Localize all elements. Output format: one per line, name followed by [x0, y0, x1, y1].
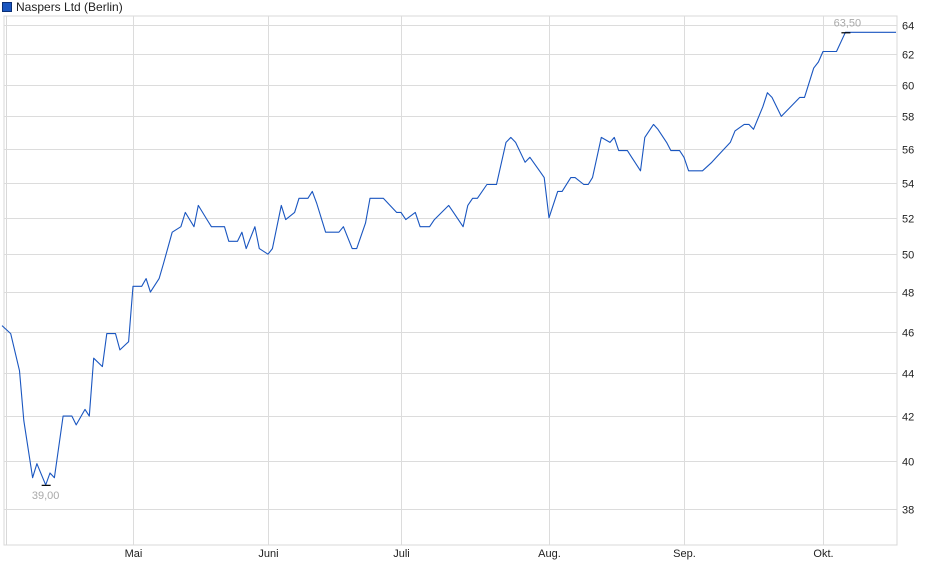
legend-swatch: [2, 2, 12, 12]
x-tick-label: Sep.: [673, 548, 696, 560]
x-tick-label: Mai: [125, 548, 143, 560]
x-tick-label: Juni: [258, 548, 278, 560]
plot-frame: [3, 15, 898, 546]
y-tick-label: 60: [902, 81, 914, 93]
y-tick-label: 52: [902, 214, 914, 226]
y-tick-label: 48: [902, 288, 914, 300]
price-line: [1, 31, 896, 486]
x-tick-label: Juli: [393, 548, 410, 560]
y-tick-label: 44: [902, 369, 914, 381]
y-tick-label: 56: [902, 145, 914, 157]
legend: Naspers Ltd (Berlin): [2, 0, 123, 14]
y-tick-label: 64: [902, 21, 914, 33]
y-tick-label: 42: [902, 412, 914, 424]
y-tick-label: 40: [902, 457, 914, 469]
x-tick-label: Okt.: [813, 548, 833, 560]
y-tick-label: 38: [902, 505, 914, 517]
y-tick-label: 46: [902, 328, 914, 340]
x-tick-label: Aug.: [538, 548, 561, 560]
y-tick-label: 50: [902, 250, 914, 262]
max-label: 63,50: [834, 17, 862, 29]
y-tick-label: 58: [902, 112, 914, 124]
legend-label: Naspers Ltd (Berlin): [16, 0, 123, 14]
y-tick-label: 62: [902, 50, 914, 62]
y-tick-label: 54: [902, 179, 914, 191]
min-label: 39,00: [32, 490, 60, 502]
